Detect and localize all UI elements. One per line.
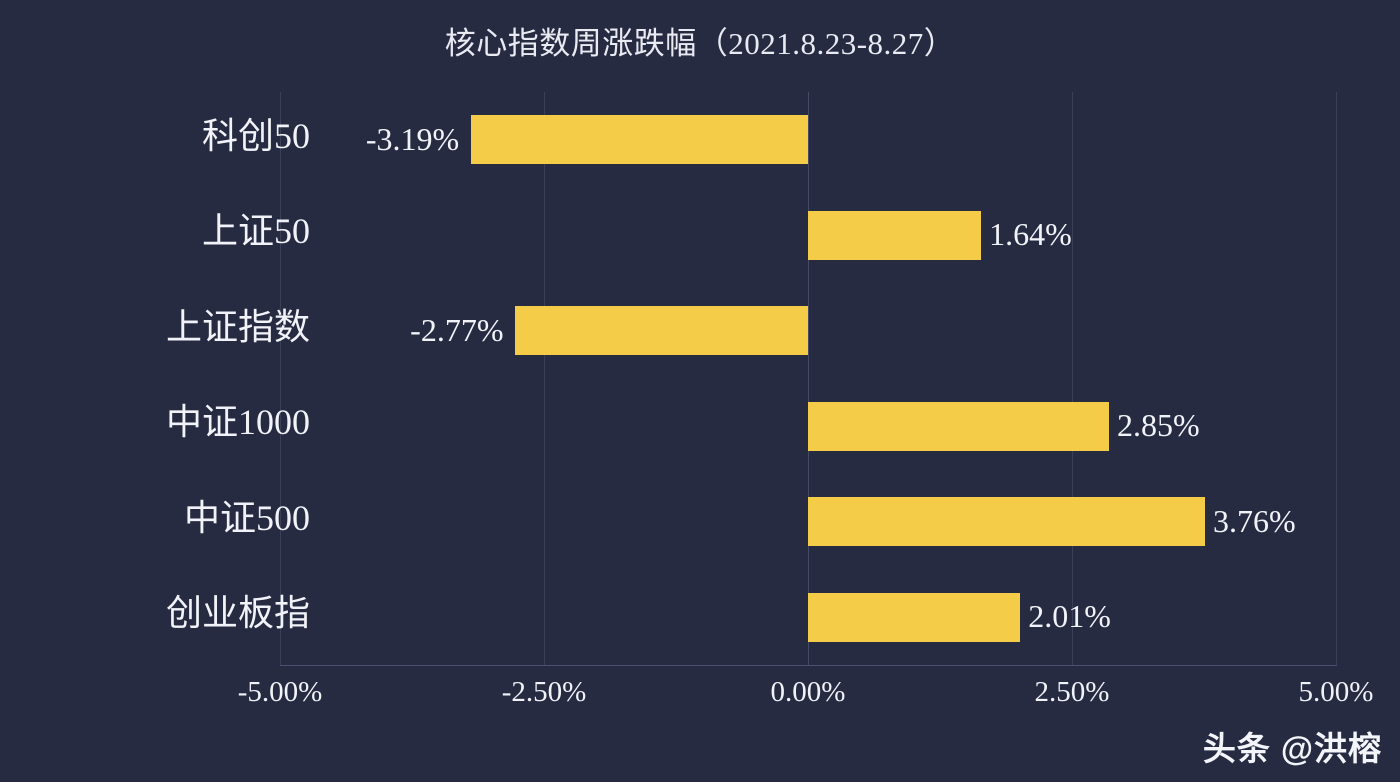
bar[interactable] [808,210,982,260]
plot-area [280,92,1337,666]
bar[interactable] [515,306,808,355]
x-tick-label: -2.50% [501,676,587,708]
bar-band [280,283,1336,379]
gridline-4 [1336,92,1337,665]
watermark: 头条 @洪榕 [1203,722,1382,770]
x-tick-label: 0.00% [770,676,846,708]
bar[interactable] [471,115,808,164]
category-label: 科创50 [201,115,310,156]
value-label: 2.01% [1028,598,1111,635]
bar-band [280,474,1336,570]
category-label: 创业板指 [165,593,310,634]
x-tick-label: 5.00% [1298,676,1374,708]
gridline-1 [544,92,545,665]
bar-band [280,379,1336,475]
x-tick-label: 2.50% [1034,676,1110,708]
bar-band [280,570,1336,666]
category-label: 上证50 [201,211,310,252]
bar-band [280,188,1336,284]
gridline-2 [808,92,809,665]
value-label: 1.64% [989,216,1072,253]
value-label: 3.76% [1213,502,1296,539]
gridline-0 [280,92,281,665]
x-axis-line [280,665,1337,666]
value-label: -2.77% [410,311,504,348]
watermark-brand: 头条 [1202,730,1271,767]
x-tick-label: -5.00% [237,676,323,708]
value-label: -3.19% [365,120,460,157]
bar[interactable] [808,592,1021,642]
gridline-3 [1072,92,1073,665]
value-label: 2.85% [1116,407,1200,444]
category-label: 中证1000 [165,402,310,443]
category-label: 中证500 [183,497,310,538]
watermark-handle: @洪榕 [1280,730,1382,767]
bar-band [280,92,1336,188]
category-label: 上证指数 [165,306,310,347]
bar[interactable] [808,497,1206,546]
bar[interactable] [808,401,1109,451]
page-title: 核心指数周涨跌幅（2021.8.23-8.27） [444,26,956,61]
